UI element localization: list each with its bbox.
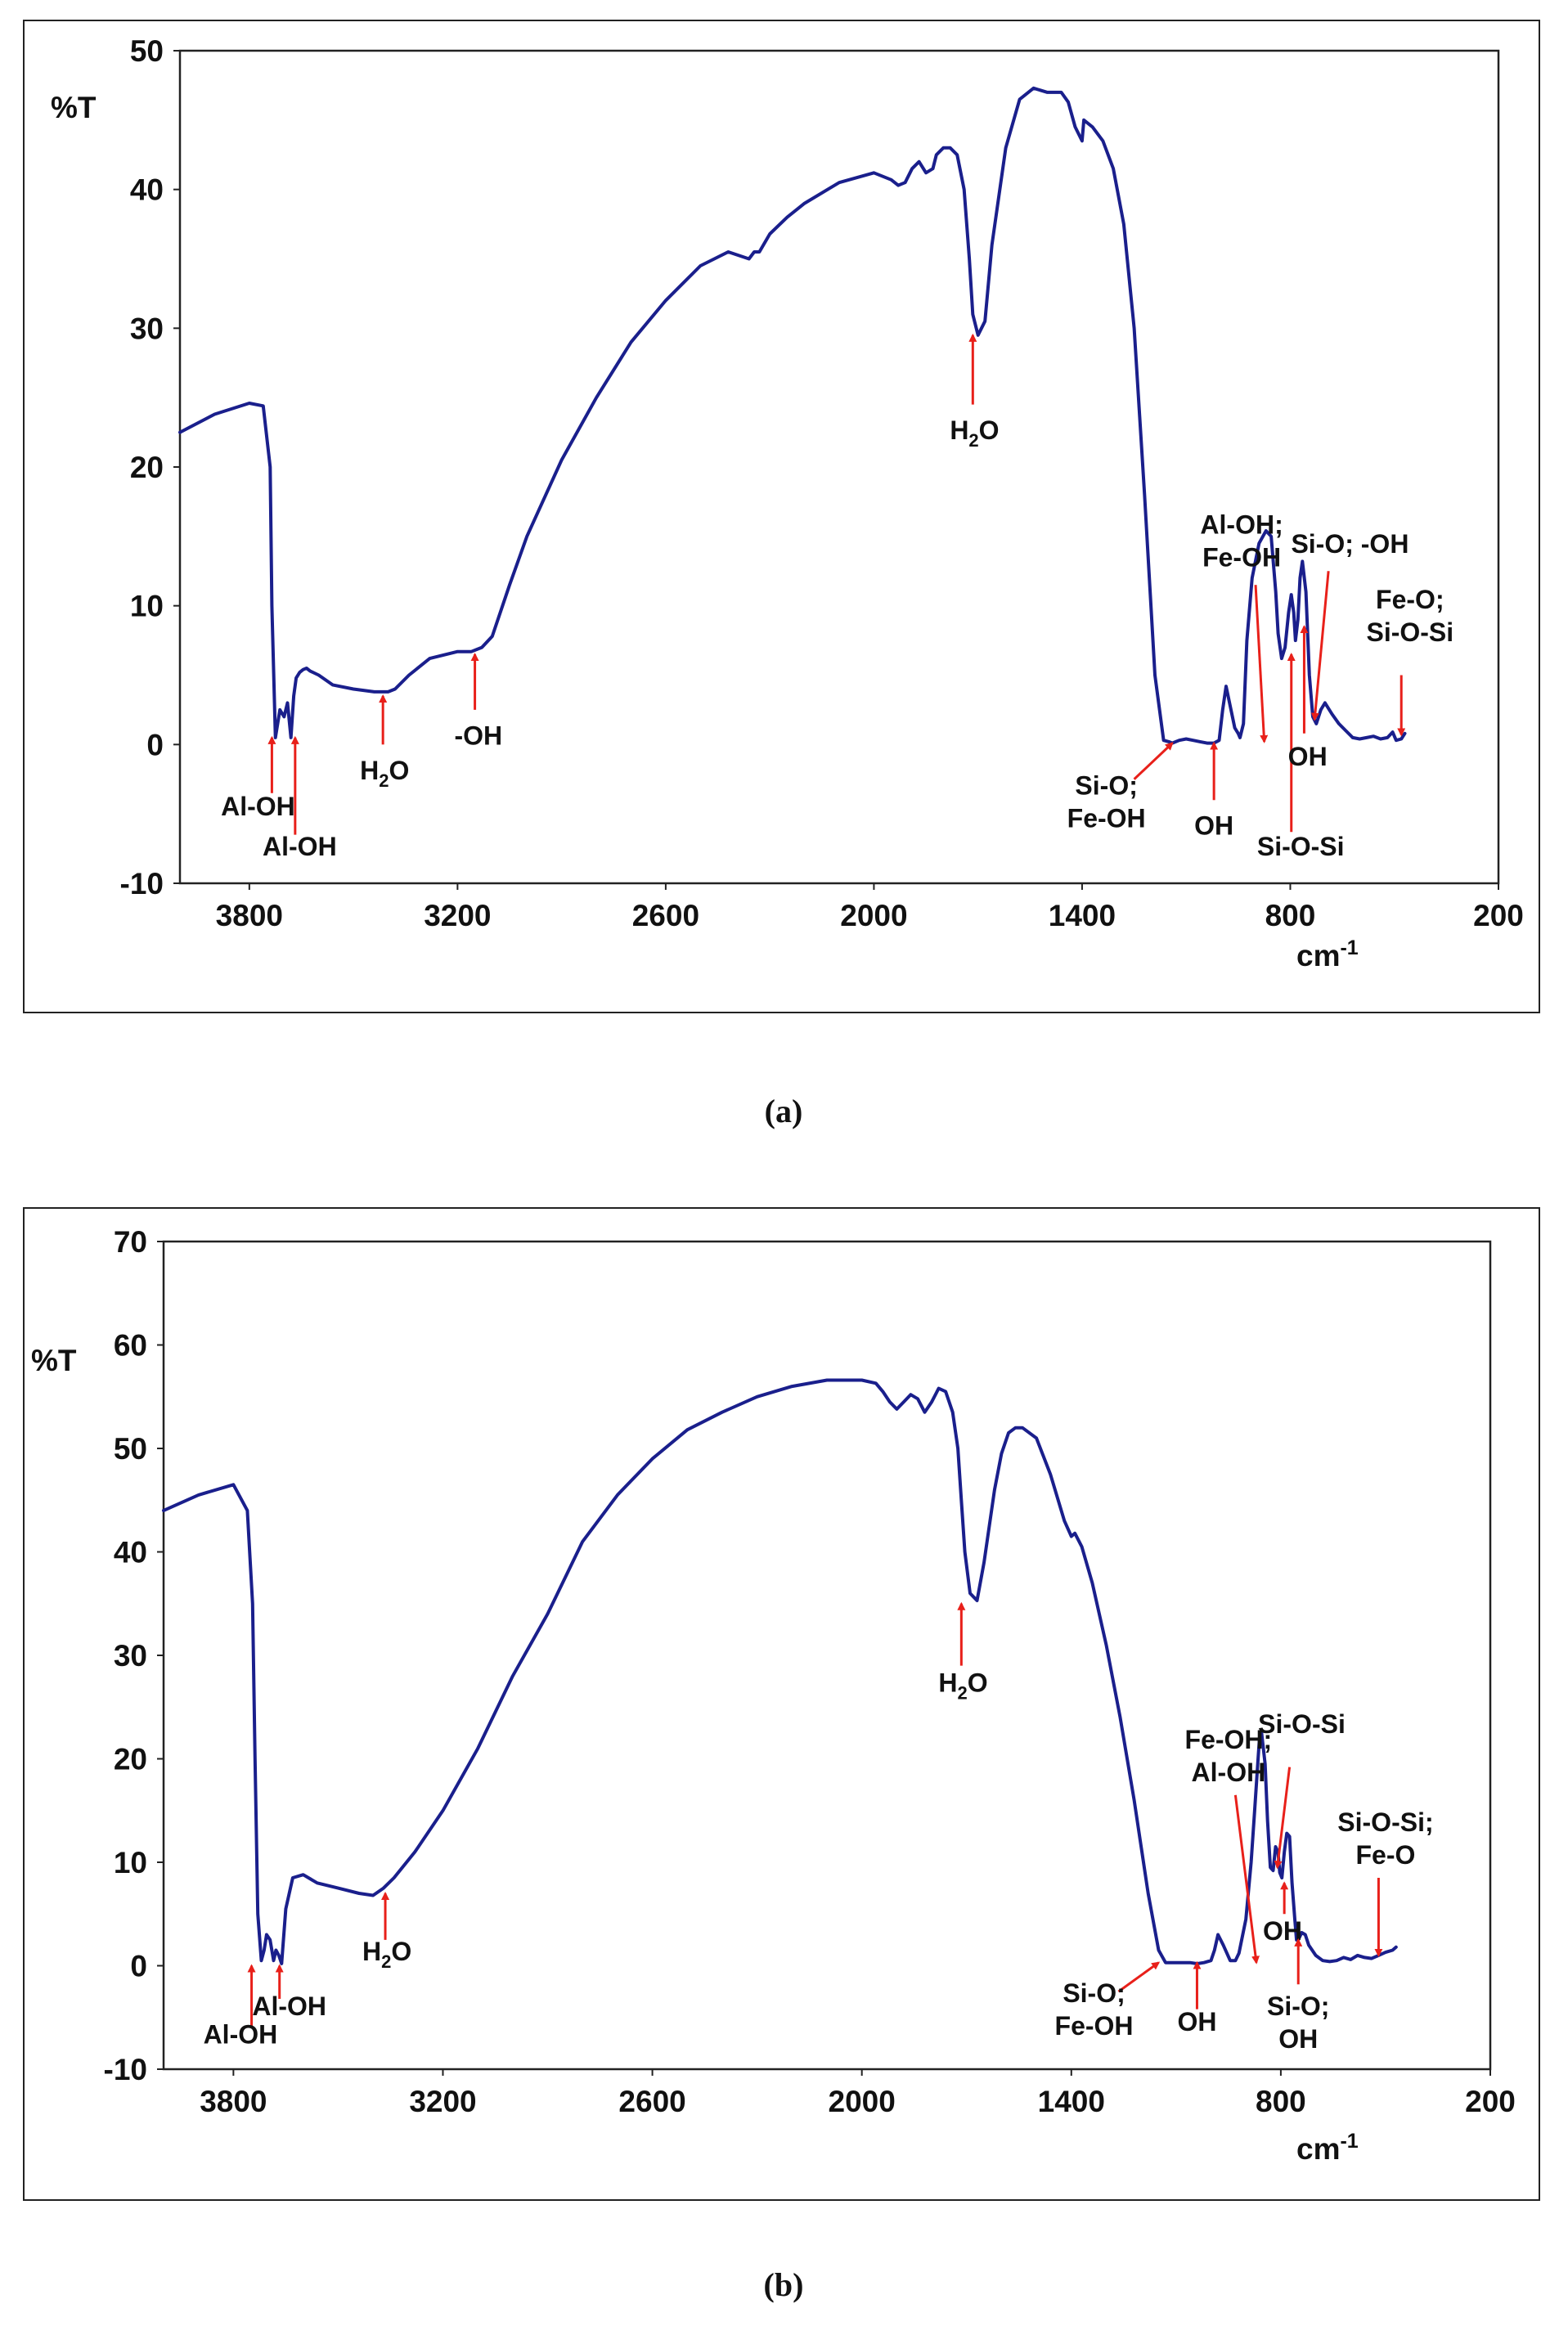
chart-b-xlabel-base: cm <box>1296 2132 1340 2166</box>
chart-b-xtick-label: 1400 <box>1038 2085 1105 2118</box>
chart-a-annotation-label: H2O <box>360 756 409 791</box>
chart-b-annotation-arrow <box>1274 1767 1292 1870</box>
chart-b-xtick-label: 3200 <box>409 2085 476 2118</box>
chart-a-xtick-label: 3800 <box>216 899 283 932</box>
chart-b-annotation-label: OH <box>1177 2007 1216 2036</box>
chart-a-annotation-text: O <box>979 415 1000 445</box>
chart-b-annotation-label: Si-O; <box>1063 1978 1125 2008</box>
chart-a-xlabel: cm-1 <box>1296 936 1359 972</box>
chart-b-annotation-label: Fe-OH; <box>1185 1725 1273 1754</box>
chart-a-ytick-label: 50 <box>130 34 164 68</box>
chart-a-annotation-sub: 2 <box>968 430 978 451</box>
chart-a-xtick-label: 2600 <box>632 899 699 932</box>
chart-b-annotation-label: Al-OH <box>1192 1758 1266 1787</box>
chart-a-annotation-sub: 2 <box>379 770 389 791</box>
chart-a-ytick-label: 20 <box>130 451 164 484</box>
chart-b-ytick-label: 30 <box>114 1639 147 1673</box>
chart-a-annotation-label: OH <box>1194 811 1233 841</box>
chart-b-annotation-label: OH <box>1263 1916 1302 1946</box>
chart-a-annotation-label: Si-O-Si <box>1257 832 1345 861</box>
chart-a-xtick-label: 800 <box>1265 899 1316 932</box>
chart-b-annotation-label: Fe-O <box>1356 1840 1416 1870</box>
chart-b-annotation-label: Al-OH <box>252 1991 326 2021</box>
panel-label-a: (a) <box>764 1093 803 1129</box>
chart-b-xtick-label: 2600 <box>618 2085 685 2118</box>
chart-b-ytick-label: 20 <box>114 1743 147 1776</box>
chart-b-annotation-label: Si-O-Si <box>1258 1709 1346 1739</box>
chart-panel-b: 70 60 50 40 30 20 10 0 -10 3800 3200 2600 2000 1400 80… <box>23 1207 1540 2201</box>
chart-b-ytick-label: 70 <box>114 1225 147 1259</box>
chart-b-ytick-label: -10 <box>104 2053 147 2086</box>
chart-a-xtick-label: 3200 <box>424 899 491 932</box>
chart-a-annotation-text: H <box>950 415 968 445</box>
chart-a-svg: 50 40 30 20 10 0 -10 3800 3200 2600 2000 1400 800 200… <box>51 34 1524 972</box>
chart-a-annotation-label: OH <box>1288 742 1328 771</box>
chart-a-annotation-label: Al-OH <box>263 832 337 861</box>
chart-a-annotation-arrow <box>1254 585 1269 743</box>
chart-b-ytick-label: 10 <box>114 1846 147 1879</box>
chart-a-ytick-label: -10 <box>120 867 164 900</box>
chart-b-ylabel: %T <box>31 1344 77 1377</box>
chart-a-ytick-label: 40 <box>130 173 164 207</box>
chart-a-annotation-label: Si-O; <box>1075 770 1137 800</box>
chart-b-annotation-text: O <box>391 1937 411 1966</box>
chart-a-ytick-label: 10 <box>130 590 164 623</box>
panel-label-b: (b) <box>763 2266 804 2303</box>
chart-b-annotation-label: Si-O; <box>1267 1991 1329 2021</box>
chart-a-ytick-label: 30 <box>130 312 164 345</box>
chart-b-annotation-sub: 2 <box>381 1951 391 1972</box>
chart-a-ytick-label: 0 <box>146 728 164 761</box>
chart-b-annotation-sub: 2 <box>957 1682 967 1703</box>
chart-b-annotation-label: H2O <box>938 1668 987 1703</box>
chart-b-series-line <box>162 1378 1398 1965</box>
chart-b-ytick-label: 40 <box>114 1536 147 1569</box>
chart-b-xtick-label: 200 <box>1465 2085 1516 2118</box>
chart-panel-a: 50 40 30 20 10 0 -10 3800 3200 2600 2000 1400 800 200… <box>23 20 1540 1013</box>
chart-a-xlabel-sup: -1 <box>1340 936 1358 959</box>
chart-a-annotation-label: Al-OH <box>221 792 295 821</box>
chart-b-annotation-text: H <box>938 1668 957 1697</box>
chart-a-xtick-label: 1400 <box>1049 899 1116 932</box>
chart-a-annotation-arrow <box>1133 742 1174 780</box>
chart-b-annotation-label: Al-OH <box>204 2019 278 2049</box>
chart-a-annotation-label: Al-OH; <box>1200 510 1283 539</box>
chart-a-annotation-label: Fe-O; <box>1376 585 1444 614</box>
chart-b-xlabel: cm-1 <box>1296 2130 1359 2166</box>
chart-b-annotation-label: Si-O-Si; <box>1337 1807 1433 1837</box>
chart-a-annotation-text: O <box>389 756 410 785</box>
chart-a-xlabel-base: cm <box>1296 939 1340 972</box>
chart-a-annotation-arrow <box>1310 571 1330 721</box>
chart-a-annotation-text: H <box>360 756 379 785</box>
chart-a-annotation-label: Fe-OH <box>1202 542 1281 572</box>
chart-b-annotation-label: H2O <box>362 1937 411 1972</box>
chart-a-annotation-label: -OH <box>454 721 502 750</box>
chart-b-annotation-text: H <box>362 1937 381 1966</box>
chart-b-annotation-text: O <box>968 1668 988 1697</box>
chart-b-xtick-label: 3800 <box>200 2085 267 2118</box>
chart-b-ytick-label: 0 <box>130 1950 147 1983</box>
chart-b-annotation-label: Fe-OH <box>1055 2011 1134 2041</box>
chart-a-xtick-label: 2000 <box>840 899 907 932</box>
chart-b-ytick-label: 60 <box>114 1329 147 1363</box>
chart-a-annotation-label: Si-O; -OH <box>1291 529 1409 559</box>
chart-b-annotation-label: OH <box>1278 2024 1318 2054</box>
chart-a-xtick-label: 200 <box>1473 899 1524 932</box>
chart-a-series-line <box>178 86 1407 745</box>
chart-b-svg: 70 60 50 40 30 20 10 0 -10 3800 3200 2600 2000 1400 80… <box>31 1225 1516 2166</box>
chart-a-annotation-label: Fe-OH <box>1067 803 1146 833</box>
chart-b-xtick-label: 800 <box>1256 2085 1306 2118</box>
chart-a-annotation-label: Si-O-Si <box>1366 617 1453 647</box>
chart-b-annotation-arrow <box>1117 1961 1161 1993</box>
chart-a-ylabel: %T <box>51 91 97 124</box>
chart-b-ytick-label: 50 <box>114 1432 147 1466</box>
chart-b-xlabel-sup: -1 <box>1340 2130 1358 2153</box>
chart-a-annotation-label: H2O <box>950 415 999 451</box>
chart-b-annotation-arrow <box>1233 1794 1260 1965</box>
chart-b-xtick-label: 2000 <box>829 2085 896 2118</box>
